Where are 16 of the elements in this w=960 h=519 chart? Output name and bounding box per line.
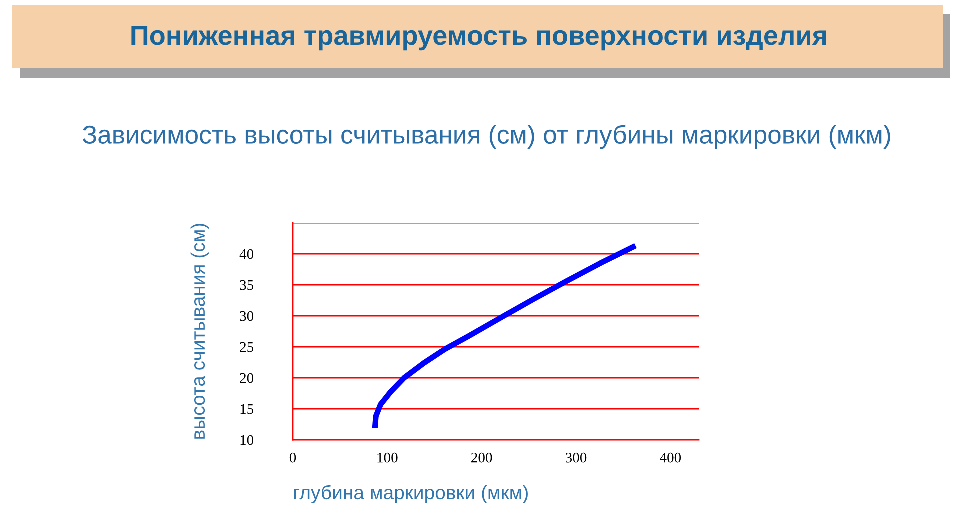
x-axis-title: глубина маркировки (мкм)	[294, 485, 528, 504]
x-tick-label: 200	[472, 452, 492, 463]
y-tick-label: 30	[240, 311, 254, 322]
y-tick-label: 10	[240, 435, 254, 446]
x-tick-label: 0	[290, 452, 296, 463]
chart-subtitle: Зависимость высоты считывания (см) от глубины маркировки (мкм)	[82, 124, 890, 150]
y-tick-label: 35	[240, 280, 254, 290]
y-tick-label: 20	[240, 373, 254, 384]
y-tick-label: 40	[240, 249, 254, 260]
y-tick-label: 25	[240, 342, 254, 352]
y-axis-title: высота считывания (см)	[190, 224, 209, 439]
x-tick-label: 100	[378, 452, 398, 463]
y-tick-label: 15	[240, 404, 254, 414]
x-tick-label: 300	[566, 452, 587, 463]
chart-title: Пониженная травмируемость поверхности изделия	[132, 26, 826, 51]
x-tick-label: 400	[660, 452, 682, 463]
